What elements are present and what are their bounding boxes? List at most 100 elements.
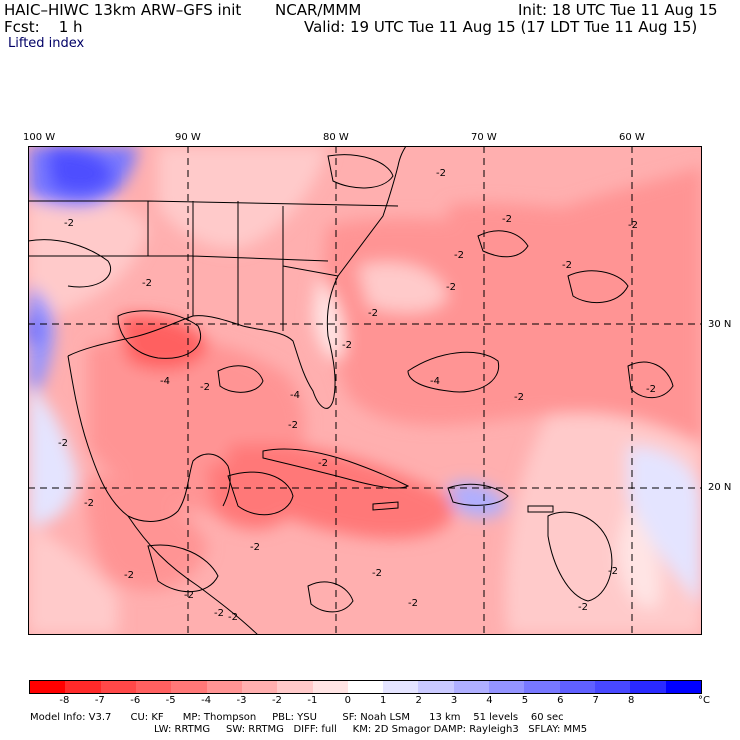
field-patch-texas-blue xyxy=(28,286,55,406)
lifted-index-map: -2 -2 -2 -2 -2 -2 -2 -2 -2 -2 -2 -2 -2 -… xyxy=(28,146,702,635)
contour-label: -2 xyxy=(342,340,352,351)
colorbar-tick: -6 xyxy=(130,695,141,706)
colorbar-segment xyxy=(100,681,136,693)
contour-label: -2 xyxy=(200,382,210,393)
colorbar-segment xyxy=(171,681,207,693)
field-patch-eastern-edge xyxy=(628,446,702,606)
model-info-line1: Model Info: V3.7 CU: KF MP: Thompson PBL… xyxy=(30,712,564,723)
contour-label: -2 xyxy=(408,598,418,609)
contour-label: -2 xyxy=(250,542,260,553)
colorbar-segment xyxy=(489,681,525,693)
contour-line-11 xyxy=(627,361,674,399)
lon-label-100w: 100 W xyxy=(23,132,56,143)
colorbar-tick: 5 xyxy=(521,695,529,706)
contour-label: -2 xyxy=(646,384,656,395)
lon-label-90w: 90 W xyxy=(175,132,201,143)
colorbar-segment xyxy=(524,681,560,693)
colorbar-tick: 8 xyxy=(627,695,635,706)
contour-line-12 xyxy=(327,154,394,189)
organization-label: NCAR/MMM xyxy=(275,1,362,19)
contour-label: -2 xyxy=(214,608,224,619)
contour-label: -2 xyxy=(368,308,378,319)
contour-label: -4 xyxy=(290,390,300,401)
contour-line-5 xyxy=(227,471,294,516)
contour-line-1 xyxy=(28,239,111,288)
lon-label-70w: 70 W xyxy=(471,132,497,143)
colorbar-tick: -3 xyxy=(236,695,247,706)
contour-label: -2 xyxy=(84,498,94,509)
lat-label-20n: 20 N xyxy=(708,482,732,493)
contour-label: -2 xyxy=(608,566,618,577)
colorbar-segment xyxy=(277,681,313,693)
colorbar-tick: 3 xyxy=(450,695,458,706)
contour-line-8 xyxy=(307,581,354,613)
contour-label: -2 xyxy=(372,568,382,579)
contour-line-9 xyxy=(477,230,529,258)
contour-label: -2 xyxy=(58,438,68,449)
colorbar-tick: 1 xyxy=(380,695,387,706)
lon-label-60w: 60 W xyxy=(619,132,645,143)
colorbar-segment xyxy=(630,681,666,693)
contour-label: -2 xyxy=(514,392,524,403)
colorbar-tick: 6 xyxy=(557,695,564,706)
colorbar-segment xyxy=(418,681,454,693)
contour-label: -2 xyxy=(142,278,152,289)
valid-time: Valid: 19 UTC Tue 11 Aug 15 (17 LDT Tue … xyxy=(304,18,698,36)
colorbar-segment xyxy=(595,681,631,693)
colorbar-tick: 7 xyxy=(592,695,599,706)
colorbar-tick: 2 xyxy=(415,695,422,706)
field-patch-louisiana xyxy=(118,314,208,370)
field-patch-mexico-light xyxy=(28,386,78,526)
map-frame xyxy=(28,146,702,635)
field-patch-deep-north xyxy=(48,149,113,193)
contour-label: -2 xyxy=(228,612,238,623)
colorbar-segment xyxy=(312,681,348,693)
colorbar-tick: -8 xyxy=(59,695,70,706)
contour-label: -2 xyxy=(562,260,572,271)
state-borders xyxy=(28,200,399,331)
model-info-line2: LW: RRTMG SW: RRTMG DIFF: full KM: 2D Sm… xyxy=(154,724,588,735)
colorbar-segment xyxy=(559,681,595,693)
contour-label: -2 xyxy=(318,458,328,469)
model-title: HAIC–HIWC 13km ARW–GFS init xyxy=(4,1,242,19)
field-patch-plains xyxy=(28,192,148,316)
colorbar-tick: -7 xyxy=(94,695,105,706)
contour-label: -2 xyxy=(124,570,134,581)
colorbar-segment xyxy=(65,681,101,693)
colorbar-tick: 4 xyxy=(486,695,493,706)
field-patch-north-inland xyxy=(158,146,328,249)
colorbar-segment xyxy=(241,681,278,693)
field-name: Lifted index xyxy=(8,36,85,51)
contour-label: -2 xyxy=(502,214,512,225)
coastline-cuba xyxy=(262,448,410,489)
contour-line-10 xyxy=(567,270,629,304)
contour-label: -2 xyxy=(288,420,298,431)
colorbar-tick: -2 xyxy=(271,695,282,706)
contour-label: -2 xyxy=(446,282,456,293)
contour-label: -2 xyxy=(184,590,194,601)
colorbar xyxy=(29,680,702,694)
colorbar-unit: °C xyxy=(698,695,710,706)
field-patch-hispaniola-blue xyxy=(448,482,508,518)
forecast-hour: Fcst: 1 h xyxy=(4,18,83,36)
contour-line-7 xyxy=(147,544,219,593)
contour-label: -2 xyxy=(454,250,464,261)
contour-label: -2 xyxy=(578,602,588,613)
lon-label-80w: 80 W xyxy=(323,132,349,143)
coastline-puerto-rico xyxy=(527,505,554,513)
colorbar-tick: -5 xyxy=(165,695,176,706)
field-patch-pacific xyxy=(28,526,118,635)
colorbar-tick: 0 xyxy=(344,695,351,706)
field-patch-antilles xyxy=(618,506,661,608)
colorbar-segment xyxy=(135,681,172,693)
field-patch-sw-atl xyxy=(358,262,448,313)
coastline-jamaica xyxy=(372,501,399,511)
colorbar-segment xyxy=(383,681,419,693)
contour-line-4 xyxy=(407,351,500,393)
contour-line-3 xyxy=(217,365,264,393)
lat-label-30n: 30 N xyxy=(708,319,732,330)
contour-label: -2 xyxy=(64,218,74,229)
colorbar-segment xyxy=(347,681,384,693)
coastline-hispaniola xyxy=(447,483,509,506)
contour-label: -4 xyxy=(430,376,440,387)
